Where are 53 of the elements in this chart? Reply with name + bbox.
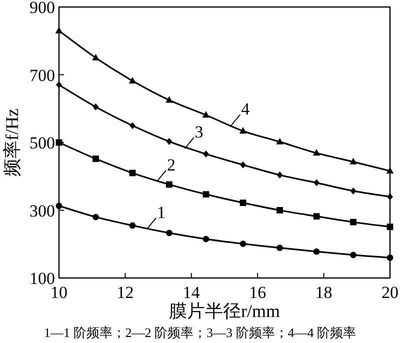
point: [92, 214, 99, 220]
point: [350, 187, 356, 194]
x-tick-label: 18: [315, 283, 332, 302]
y-axis-title: 频率f/Hz: [2, 108, 22, 176]
point: [202, 150, 209, 158]
annotation: 1: [157, 202, 166, 222]
point: [314, 179, 320, 186]
point: [56, 81, 62, 88]
point: [240, 200, 246, 206]
y-tick-label: 300: [30, 201, 55, 220]
point: [313, 248, 320, 255]
point: [202, 191, 210, 198]
text: 1—1 阶频率；2—2 阶频率；3—3 阶频率；4—4 阶频率: [44, 325, 356, 340]
point: [312, 149, 320, 156]
point: [276, 138, 284, 144]
point: [92, 103, 99, 110]
x-tick-label: 20: [382, 283, 398, 302]
point: [166, 181, 172, 188]
point: [166, 138, 172, 145]
point: [128, 76, 136, 84]
point: [129, 122, 136, 130]
point: [387, 193, 393, 200]
annotation: 4: [241, 100, 250, 119]
point: [350, 218, 356, 226]
y-tick-label: 700: [30, 66, 55, 85]
x-tick-label: 16: [249, 283, 266, 302]
x-axis-title: 膜片半径r/mm: [169, 301, 280, 321]
point: [386, 254, 394, 261]
point: [56, 202, 62, 210]
point: [276, 172, 283, 179]
point: [202, 236, 210, 242]
point: [350, 252, 356, 258]
point: [166, 230, 172, 236]
x-tick-label: 12: [116, 283, 134, 302]
point: [240, 161, 246, 168]
point: [276, 207, 283, 214]
point: [92, 54, 100, 60]
y-tick-label: 900: [30, 0, 55, 17]
point: [350, 158, 357, 164]
annotation: 3: [194, 122, 204, 142]
point: [55, 26, 63, 34]
point: [92, 156, 99, 162]
point: [276, 244, 283, 252]
point: [386, 224, 394, 230]
point: [166, 96, 173, 103]
point: [129, 222, 136, 229]
point: [313, 213, 320, 220]
point: [239, 126, 247, 134]
point: [240, 240, 246, 247]
x-tick-label: 14: [182, 283, 200, 302]
annotation: 2: [166, 155, 176, 174]
y-tick-label: 500: [30, 134, 55, 152]
point: [202, 111, 210, 118]
